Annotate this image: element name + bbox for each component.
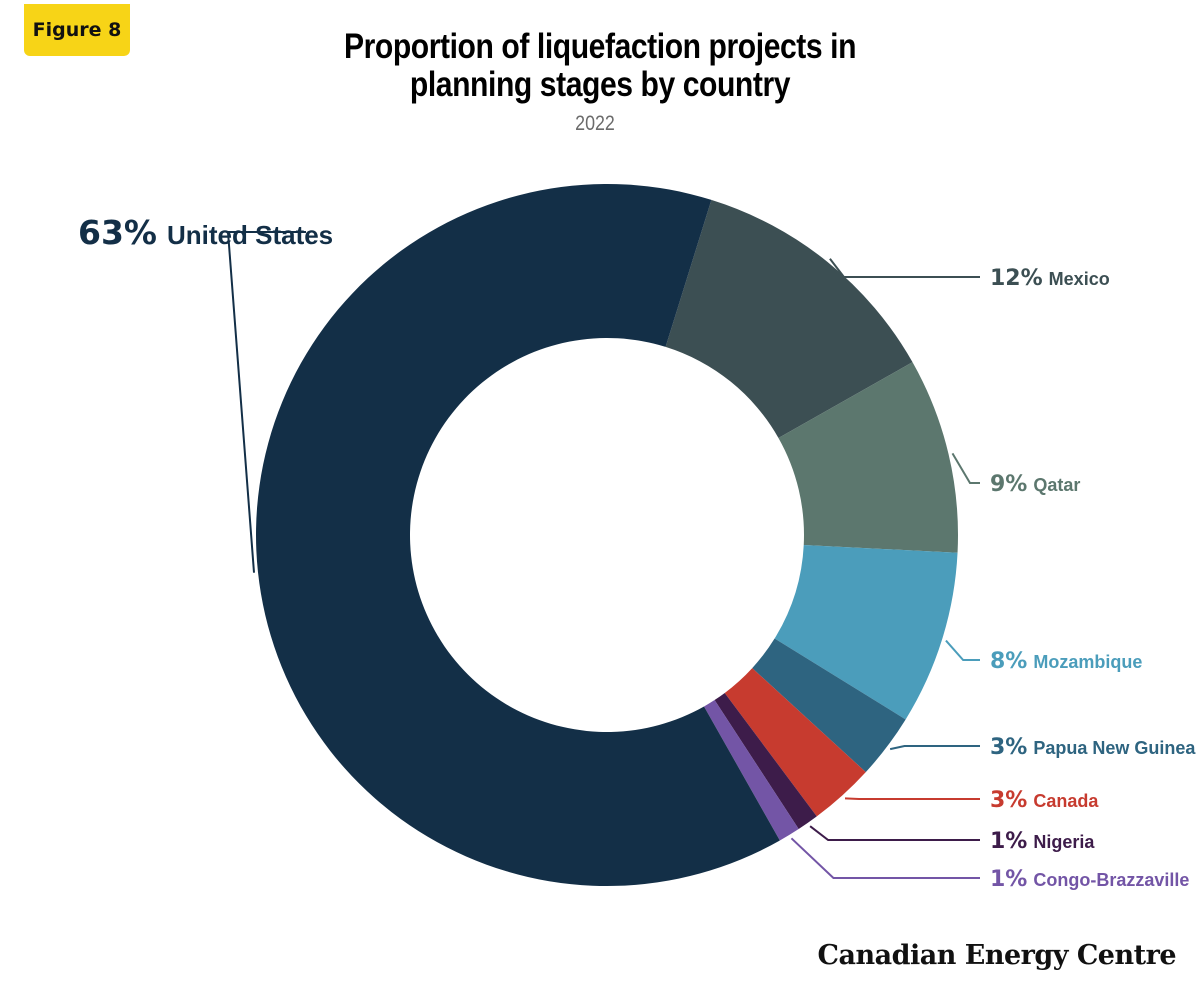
- figure-badge: Figure 8: [24, 4, 130, 56]
- slice-mexico: [665, 199, 913, 438]
- label-united-states: 63% United States: [78, 213, 333, 252]
- label-pct-nigeria: 1%: [990, 829, 1027, 854]
- chart-subtitle: 2022: [575, 112, 615, 135]
- label-pct-united-states: 63%: [78, 213, 157, 252]
- slice-papua-new-guinea: [752, 638, 906, 773]
- label-name-nigeria: Nigeria: [1033, 832, 1095, 852]
- slice-labels: 63% United States 12% Mexico 9% Qatar 8% Mozamb…: [78, 213, 1196, 892]
- slice-united-states: [256, 184, 780, 886]
- label-name-qatar: Qatar: [1033, 475, 1080, 495]
- leader-line-canada: [844, 797, 980, 800]
- label-pct-canada: 3%: [990, 788, 1027, 813]
- label-name-united-states: United States: [167, 220, 333, 250]
- label-pct-papua-new-guinea: 3%: [990, 735, 1027, 760]
- label-congo-brazzaville: 1% Congo-Brazzaville: [990, 867, 1189, 892]
- label-nigeria: 1% Nigeria: [990, 829, 1095, 854]
- label-name-mozambique: Mozambique: [1033, 652, 1142, 672]
- label-name-congo-brazzaville: Congo-Brazzaville: [1033, 870, 1189, 890]
- label-name-mexico: Mexico: [1049, 269, 1110, 289]
- slice-congo-brazzaville: [704, 700, 799, 841]
- label-pct-mexico: 12%: [990, 266, 1043, 291]
- label-papua-new-guinea: 3% Papua New Guinea: [990, 735, 1196, 760]
- donut-slices: [256, 184, 958, 886]
- leader-lines: [226, 231, 980, 879]
- label-pct-congo-brazzaville: 1%: [990, 867, 1027, 892]
- leader-line-nigeria: [809, 825, 980, 841]
- label-name-papua-new-guinea: Papua New Guinea: [1033, 738, 1196, 758]
- leader-line-papua-new-guinea: [889, 745, 980, 751]
- leader-line-congo-brazzaville: [790, 837, 980, 879]
- label-mozambique: 8% Mozambique: [990, 649, 1142, 674]
- leader-line-mozambique: [945, 639, 980, 661]
- slice-qatar: [778, 362, 958, 553]
- leader-line-united-states: [226, 231, 306, 573]
- label-mexico: 12% Mexico: [990, 266, 1110, 291]
- brand-logo-text: Canadian Energy Centre: [817, 940, 1176, 971]
- slice-nigeria: [714, 692, 817, 830]
- label-pct-mozambique: 8%: [990, 649, 1027, 674]
- leader-line-mexico: [829, 258, 980, 278]
- slice-canada: [724, 668, 866, 817]
- leader-line-qatar: [951, 452, 980, 484]
- chart-title: Proportion of liquefaction projects in p…: [343, 27, 857, 104]
- slice-mozambique: [774, 544, 958, 720]
- label-qatar: 9% Qatar: [990, 472, 1080, 497]
- label-pct-qatar: 9%: [990, 472, 1027, 497]
- label-canada: 3% Canada: [990, 788, 1099, 813]
- label-name-canada: Canada: [1033, 791, 1099, 811]
